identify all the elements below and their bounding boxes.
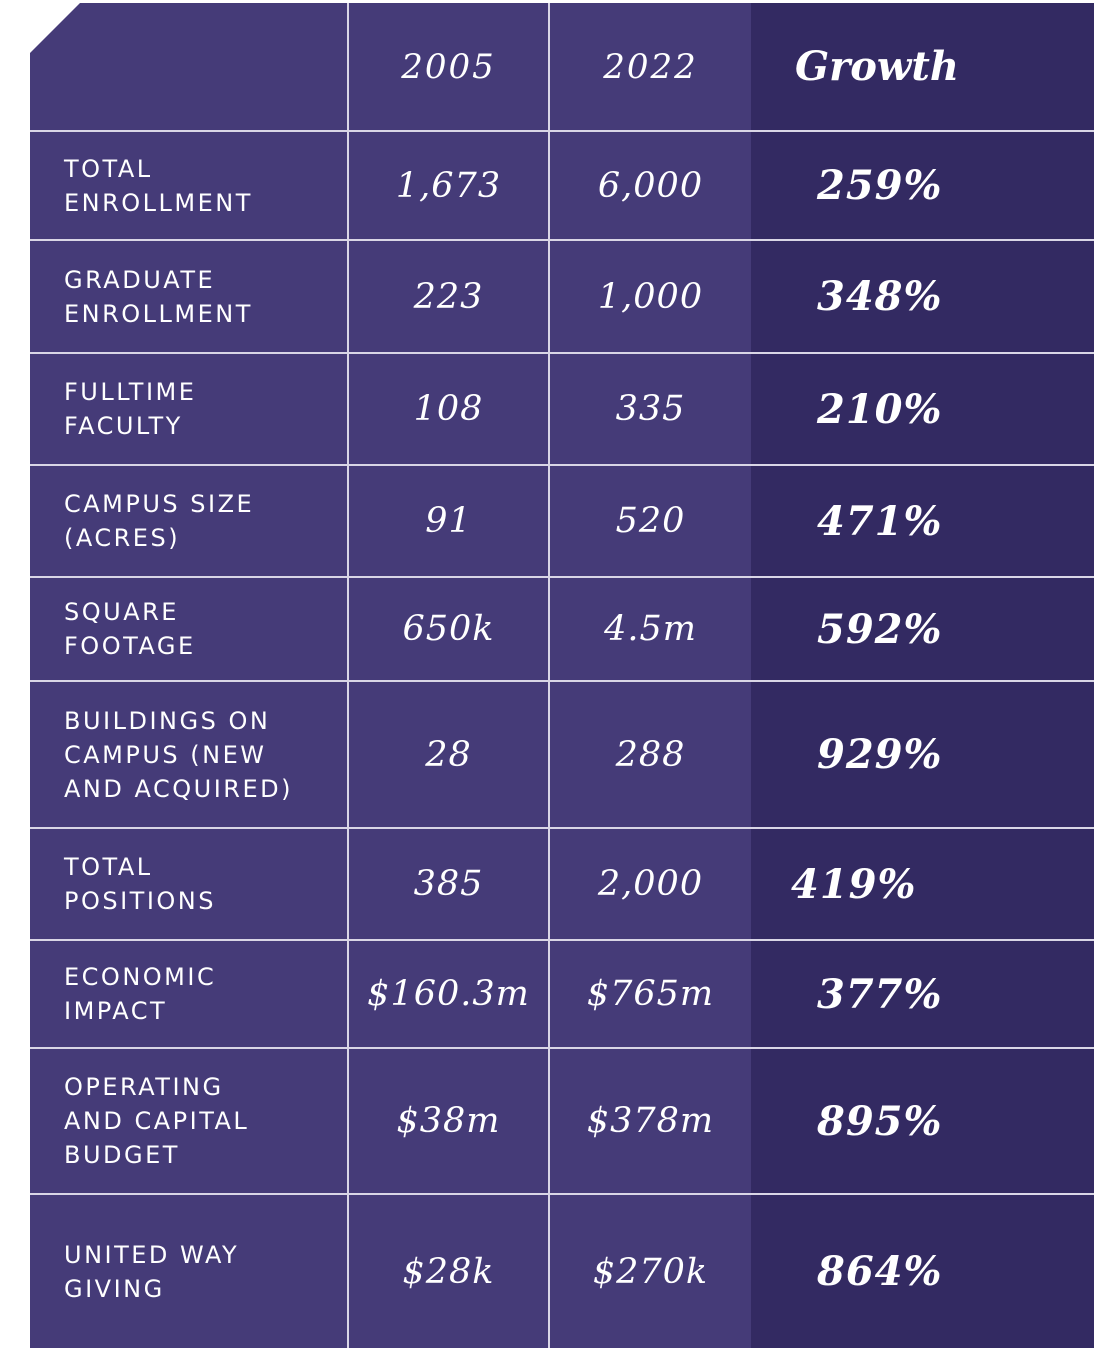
value-2005: $28k (402, 1251, 495, 1292)
growth-value: 471% (817, 497, 943, 545)
column-divider (548, 3, 550, 1348)
row-label: SQUARE FOOTAGE (64, 598, 196, 660)
row-divider (30, 352, 1094, 354)
header-growth: Growth (795, 43, 959, 90)
row-divider (30, 827, 1094, 829)
header-2005: 2005 (401, 46, 496, 87)
growth-column-background (751, 3, 1094, 1348)
row-divider (30, 130, 1094, 132)
value-2022: $270k (592, 1251, 709, 1292)
value-2005: $38m (396, 1101, 501, 1141)
row-divider (30, 680, 1094, 682)
growth-value: 895% (817, 1097, 943, 1145)
growth-value: 592% (817, 605, 943, 653)
value-2005: 1,673 (395, 165, 502, 206)
growth-value: 259% (817, 162, 943, 209)
row-label: OPERATING AND CAPITAL BUDGET (64, 1073, 250, 1169)
value-2022: 4.5m (604, 609, 697, 649)
value-2022: $378m (586, 1101, 715, 1141)
value-2022: 1,000 (597, 276, 704, 317)
row-divider (30, 576, 1094, 578)
value-2022: 2,000 (597, 864, 704, 904)
row-label: GRADUATE ENROLLMENT (64, 265, 253, 328)
value-2005: 650k (402, 609, 495, 649)
value-2022: 6,000 (597, 165, 704, 206)
row-label: TOTAL POSITIONS (64, 853, 216, 915)
value-2005: $160.3m (367, 974, 530, 1014)
row-divider (30, 1047, 1094, 1049)
row-divider (30, 939, 1094, 941)
row-label: FULLTIME FACULTY (64, 378, 197, 440)
value-2022: 335 (615, 389, 686, 429)
growth-value: 348% (817, 273, 943, 320)
growth-value: 864% (817, 1248, 943, 1295)
value-2005: 385 (413, 864, 484, 904)
growth-value: 419% (791, 860, 917, 908)
growth-table: 2005 2022 Growth TOTAL ENROLLMENT 1,673 … (30, 3, 1094, 1348)
growth-value: 929% (817, 731, 943, 778)
column-divider (347, 3, 349, 1348)
row-label: UNITED WAY GIVING (64, 1240, 240, 1303)
row-label: ECONOMIC IMPACT (64, 963, 217, 1025)
row-divider (30, 464, 1094, 466)
value-2005: 108 (413, 389, 484, 429)
value-2022: 288 (615, 734, 686, 775)
row-label: TOTAL ENROLLMENT (64, 154, 253, 217)
row-divider (30, 239, 1094, 241)
value-2005: 91 (425, 501, 472, 541)
header-2022: 2022 (603, 46, 698, 87)
growth-value: 377% (817, 970, 943, 1018)
row-label: CAMPUS SIZE (ACRES) (64, 490, 255, 552)
row-label: BUILDINGS ON CAMPUS (NEW AND ACQUIRED) (64, 706, 293, 803)
value-2005: 223 (413, 276, 484, 317)
value-2022: $765m (586, 974, 715, 1014)
value-2022: 520 (615, 501, 686, 541)
row-divider (30, 1193, 1094, 1195)
value-2005: 28 (425, 734, 472, 775)
growth-value: 210% (817, 385, 943, 433)
